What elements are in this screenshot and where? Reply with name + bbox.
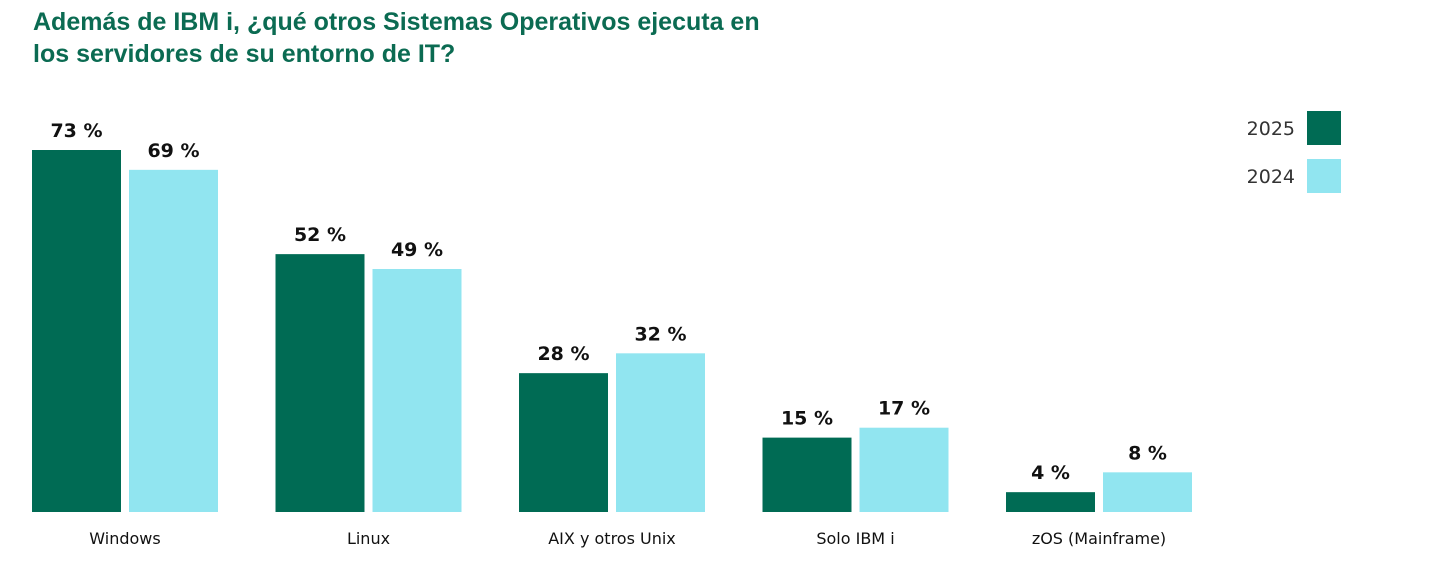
bars-group (32, 150, 1192, 512)
bar-windows-2024 (129, 169, 218, 512)
value-label-windows-2024: 69 % (147, 140, 199, 162)
bar-solo-ibm-i-2025 (762, 437, 852, 512)
category-labels-group: Windows Linux AIX y otros Unix Solo IBM i zO… (89, 529, 1166, 548)
value-label-aix-y-otros-unix-2025: 28 % (537, 343, 589, 365)
legend-swatch-2024 (1307, 159, 1341, 193)
bar-linux-2025 (275, 254, 365, 512)
legend-label-2025: 2025 (1247, 118, 1295, 140)
value-label-windows-2025: 73 % (50, 120, 102, 142)
legend-swatch-2025 (1307, 111, 1341, 145)
category-label-zos-mainframe: zOS (Mainframe) (1032, 529, 1166, 548)
bar-solo-ibm-i-2024 (859, 427, 949, 512)
value-label-linux-2024: 49 % (391, 239, 443, 261)
bar-zos-mainframe-2024 (1103, 472, 1192, 512)
value-label-linux-2025: 52 % (294, 224, 346, 246)
category-label-aix-y-otros-unix: AIX y otros Unix (548, 529, 676, 548)
bar-zos-mainframe-2025 (1006, 492, 1095, 512)
value-label-zos-mainframe-2025: 4 % (1031, 462, 1070, 484)
bar-windows-2025 (32, 150, 121, 512)
bar-linux-2024 (372, 269, 462, 512)
legend-label-2024: 2024 (1247, 166, 1295, 188)
value-labels-group: 73 % 69 % 52 % 49 % 28 % 32 % 15 % 17 % 4 % 8 % (50, 120, 1166, 484)
chart-title: Además de IBM i, ¿qué otros Sistemas Ope… (33, 8, 760, 68)
value-label-solo-ibm-i-2025: 15 % (781, 408, 833, 430)
bar-aix-y-otros-unix-2025 (519, 373, 608, 512)
category-label-windows: Windows (89, 529, 160, 548)
legend: 2025 2024 (1247, 111, 1341, 193)
value-label-aix-y-otros-unix-2024: 32 % (634, 323, 686, 345)
category-label-linux: Linux (347, 529, 390, 548)
category-label-solo-ibm-i: Solo IBM i (816, 529, 894, 548)
value-label-solo-ibm-i-2024: 17 % (878, 398, 930, 420)
bar-aix-y-otros-unix-2024 (616, 353, 705, 512)
value-label-zos-mainframe-2024: 8 % (1128, 442, 1167, 464)
